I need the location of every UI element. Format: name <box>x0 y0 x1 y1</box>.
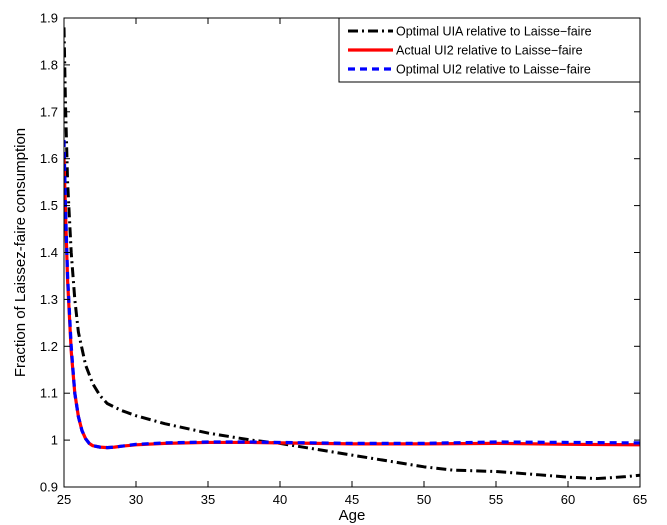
x-axis-label: Age <box>339 507 366 524</box>
legend: Optimal UIA relative to Laisse−faire Actu… <box>338 17 641 83</box>
x-tick-label: 25 <box>57 492 71 507</box>
series-layer <box>64 27 640 481</box>
y-tick-label: 1.1 <box>40 386 58 401</box>
x-tick-label: 40 <box>273 492 287 507</box>
y-tick-label: 1 <box>51 433 58 448</box>
y-tick-label: 1.4 <box>40 245 58 260</box>
x-tick-label: 65 <box>633 492 647 507</box>
x-tick-label: 60 <box>561 492 575 507</box>
x-tick-label: 45 <box>345 492 359 507</box>
y-tick-label: 0.9 <box>40 480 58 495</box>
y-tick-label: 1.7 <box>40 104 58 119</box>
y-tick-label: 1.9 <box>40 11 58 26</box>
series-line-1 <box>64 27 640 481</box>
x-tick-label: 35 <box>201 492 215 507</box>
x-tick-label: 55 <box>489 492 503 507</box>
y-tick-label: 1.3 <box>40 292 58 307</box>
y-tick-label: 1.8 <box>40 57 58 72</box>
x-tick-label: 50 <box>417 492 431 507</box>
y-tick-label: 1.6 <box>40 151 58 166</box>
tick-layer: 25 30 35 40 45 50 55 60 65 0.9 1 1.1 1.2 1.3 1.4 1.5 1.6… <box>40 11 647 508</box>
y-axis-label: Fraction of Laissez-faire consumption <box>12 128 29 377</box>
legend-label-3: Optimal UI2 relative to Laisse−faire <box>396 63 591 77</box>
x-tick-label: 30 <box>129 492 143 507</box>
y-tick-label: 1.5 <box>40 198 58 213</box>
y-tick-label: 1.2 <box>40 339 58 354</box>
series-line-3 <box>64 139 640 450</box>
legend-label-2: Actual UI2 relative to Laisse−faire <box>396 44 583 58</box>
legend-label-1: Optimal UIA relative to Laisse−faire <box>396 25 592 39</box>
